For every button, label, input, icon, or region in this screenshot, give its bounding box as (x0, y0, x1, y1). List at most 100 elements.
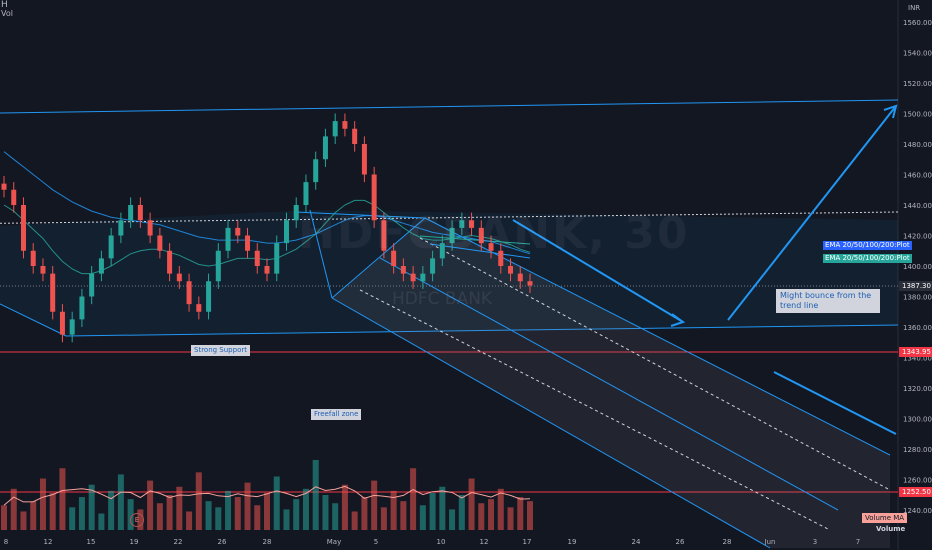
volume-level-tag[interactable]: 1252.50 (899, 487, 932, 497)
candle-body (264, 266, 270, 274)
volume-bar (293, 499, 300, 530)
volume-pane-label[interactable]: Vol (1, 9, 13, 18)
freefall-zone-note[interactable]: Freefall zone (311, 409, 362, 420)
time-tick-label: 10 (437, 538, 446, 546)
candle-body (478, 227, 484, 244)
time-tick-label: 12 (480, 538, 489, 546)
time-tick-label: 26 (218, 538, 227, 546)
lower-projection-line (773, 371, 897, 435)
volume-bar (10, 488, 17, 530)
candle-body (332, 121, 338, 137)
volume-bar (312, 460, 319, 530)
symbol-label[interactable]: H (1, 0, 8, 10)
time-tick-label: 19 (568, 538, 577, 546)
candle-body (283, 220, 289, 244)
price-tick-label: 1380.00 (903, 294, 932, 302)
volume-bar (468, 478, 475, 530)
candle-body (186, 281, 192, 305)
legend-ema-plot-1[interactable]: EMA 20/50/100/200:Plot (823, 241, 912, 250)
volume-bar (273, 476, 280, 530)
volume-bar (478, 503, 485, 530)
candle-body (371, 174, 377, 221)
volume-bar (59, 468, 66, 530)
earnings-badge-icon[interactable]: E (130, 513, 144, 527)
time-tick-label: 22 (174, 538, 183, 546)
candle-body (459, 220, 465, 228)
volume-bar (410, 468, 417, 530)
volume-bar (234, 497, 241, 530)
desc-channel-origin (309, 209, 333, 299)
candle-body (118, 220, 124, 236)
descending-channel-fill (332, 218, 890, 548)
candle-body (322, 136, 328, 160)
price-tick-label: 1320.00 (903, 385, 932, 393)
price-tick-label: 1300.00 (903, 416, 932, 424)
candle-body (400, 266, 406, 274)
volume-bar (458, 495, 465, 530)
volume-bar (215, 507, 222, 530)
legend-ema-plot-2[interactable]: EMA 20/50/100/200:Plot (823, 254, 912, 263)
time-tick-label: 17 (523, 538, 532, 546)
candle-body (206, 281, 212, 312)
price-tick-label: 1560.00 (903, 19, 932, 27)
volume-bar (361, 497, 368, 530)
candle-body (196, 304, 202, 312)
desc-channel-lower (331, 297, 771, 549)
volume-bar (166, 495, 173, 530)
volume-bar (488, 499, 495, 530)
volume-bar (449, 509, 456, 530)
desc-channel-dotted-lower (359, 289, 831, 531)
volume-bar (283, 509, 290, 530)
time-tick-label: 8 (4, 538, 8, 546)
support-price-tag[interactable]: 1343.95 (899, 347, 932, 357)
volume-bar (30, 501, 37, 530)
candle-body (303, 182, 309, 205)
candle-body (361, 144, 367, 175)
volume-bar (69, 507, 76, 530)
candle-body (498, 250, 504, 266)
candle-body (245, 235, 251, 251)
time-tick-label: 3 (813, 538, 817, 546)
volume-bar (351, 511, 358, 530)
trendline-bounce-note[interactable]: Might bounce from the trend line (776, 289, 880, 313)
volume-bar (302, 488, 309, 530)
candle-body (50, 273, 56, 312)
volume-bar (156, 503, 163, 530)
candle-body (449, 227, 455, 244)
candle-body (352, 128, 358, 144)
currency-label[interactable]: INR (908, 4, 921, 12)
volume-bar (527, 501, 533, 530)
current-price-tag[interactable]: 1387.30 (899, 281, 932, 291)
volume-bar (88, 484, 95, 530)
volume-bar (186, 511, 193, 530)
time-tick-label: 15 (87, 538, 96, 546)
price-tick-label: 1520.00 (903, 80, 932, 88)
volume-bar (98, 513, 105, 530)
price-tick-label: 1420.00 (903, 233, 932, 241)
candle-body (176, 273, 182, 282)
candle-body (147, 220, 153, 236)
volume-bar (147, 480, 154, 530)
candle-body (420, 273, 426, 282)
candle-body (59, 311, 65, 335)
time-tick-label: 28 (723, 538, 732, 546)
volume-bar (371, 480, 378, 530)
volume-ma-tag[interactable]: Volume MA (862, 513, 908, 523)
time-tick-label: 7 (856, 538, 860, 546)
volume-bar (264, 492, 270, 530)
strong-support-note[interactable]: Strong Support (191, 345, 250, 356)
volume-ma-line (3, 485, 531, 506)
candle-body (313, 159, 319, 183)
candle-body (128, 205, 134, 221)
candle-body (381, 220, 387, 251)
volume-bar (429, 492, 436, 530)
volume-bar (380, 507, 387, 530)
time-tick-label: 12 (44, 538, 53, 546)
candle-body (439, 243, 445, 259)
volume-bar (39, 478, 46, 530)
candle-body (527, 281, 533, 286)
desc-channel-dotted-upper (419, 237, 891, 491)
volume-tag[interactable]: Volume (876, 525, 906, 533)
